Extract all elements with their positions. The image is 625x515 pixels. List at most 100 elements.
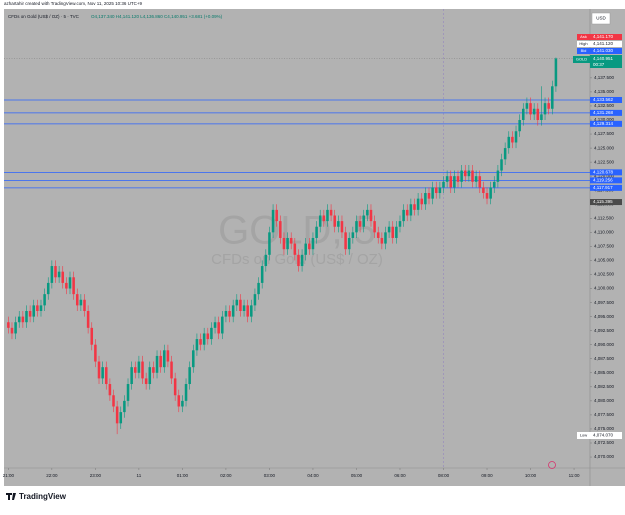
- candle-body: [257, 282, 260, 295]
- candle-body: [57, 271, 61, 278]
- high-label: High: [579, 41, 587, 46]
- candle-body: [155, 355, 159, 373]
- watermark-sub: CFDs on Gold (US$ / OZ): [211, 251, 383, 268]
- candle-body: [514, 131, 518, 143]
- candle-body: [21, 316, 25, 323]
- y-tick-label: 4,075.000: [594, 426, 615, 431]
- candle-body: [144, 378, 148, 385]
- y-tick-label: 4,132.500: [594, 103, 615, 108]
- candle-body: [119, 412, 123, 424]
- candle-body: [28, 310, 32, 317]
- candle-body: [434, 187, 438, 194]
- plot-area: [4, 9, 590, 468]
- x-tick-label: 11: [137, 473, 142, 478]
- level-tag: [590, 96, 622, 103]
- y-tick-label: 4,100.000: [594, 286, 615, 291]
- candle-body: [36, 305, 39, 311]
- candle-body: [25, 310, 28, 323]
- candle-body: [104, 367, 108, 385]
- candle-body: [14, 322, 17, 334]
- candle-body: [271, 209, 275, 233]
- level-label: 4,120.678: [593, 170, 614, 175]
- ask-tag: [577, 34, 590, 40]
- y-tick-label: 4,125.000: [594, 145, 615, 150]
- level-label: 4,131.268: [593, 110, 614, 115]
- candle-body: [391, 226, 395, 238]
- currency-button[interactable]: [591, 12, 611, 25]
- ohlc: O4,137.340 H4,141.120 L4,136.860 C4,140.…: [91, 14, 223, 19]
- y-tick-label: 4,107.500: [594, 244, 615, 249]
- candle-body: [260, 266, 264, 283]
- low-label: Low: [580, 433, 587, 438]
- candle-body: [463, 170, 467, 177]
- candle-body: [445, 176, 449, 182]
- candle-body: [500, 159, 503, 171]
- candle-body: [246, 305, 249, 317]
- candle-body: [210, 327, 213, 340]
- y-tick-label: 4,137.500: [594, 75, 615, 80]
- candle-body: [297, 254, 300, 267]
- candle-body: [94, 344, 97, 362]
- candle-body: [46, 282, 50, 295]
- bid-tag: [577, 48, 590, 54]
- low: 4,074.070: [593, 433, 614, 438]
- event-icon[interactable]: [548, 461, 556, 469]
- candle-body: [376, 232, 380, 238]
- candle-body: [192, 350, 195, 368]
- candle-body: [181, 400, 184, 407]
- candle-body: [456, 176, 460, 182]
- candle-body: [409, 204, 413, 216]
- candle-body: [529, 103, 532, 115]
- candle-body: [134, 367, 137, 373]
- x-tick-label: 23:00: [90, 473, 102, 478]
- symbol-tag: [573, 56, 590, 63]
- currency[interactable]: USD: [596, 16, 606, 21]
- candle-body: [405, 209, 409, 216]
- candle-body: [532, 108, 536, 115]
- y-tick-label: 4,090.000: [594, 342, 615, 347]
- candle-body: [424, 193, 427, 205]
- candle-body: [202, 333, 206, 345]
- candle-body: [101, 367, 104, 379]
- candle-body: [311, 237, 315, 250]
- candle-body: [148, 367, 152, 385]
- candle-body: [224, 310, 228, 317]
- candle-body: [39, 305, 43, 311]
- candle-body: [61, 271, 65, 283]
- time-scale: [4, 468, 625, 486]
- y-tick-label: 4,135.000: [594, 89, 615, 94]
- candle-body: [141, 361, 144, 379]
- candle-body: [279, 221, 282, 238]
- candle-body: [362, 215, 365, 227]
- low-tag: [577, 432, 590, 439]
- candle-body: [152, 367, 155, 373]
- marker-tag: [590, 199, 622, 206]
- candle-body: [163, 350, 166, 368]
- candle-body: [460, 170, 463, 182]
- x-tick-label: 22:00: [46, 473, 58, 478]
- ask: 4,141.170: [593, 34, 614, 39]
- x-tick-label: 06:00: [394, 473, 406, 478]
- candle-body: [282, 237, 286, 250]
- candle-body: [264, 254, 268, 267]
- candle-body: [188, 367, 191, 385]
- candle-body: [347, 237, 351, 250]
- high-box: [590, 41, 622, 47]
- candle-body: [322, 215, 326, 222]
- candle-body: [130, 367, 133, 385]
- candle-body: [485, 193, 489, 199]
- candle-body: [543, 103, 547, 115]
- candle-body: [518, 120, 521, 132]
- y-tick-label: 4,127.500: [594, 131, 615, 136]
- candle-body: [159, 355, 162, 368]
- ask-label: Ask: [580, 34, 587, 39]
- candle-body: [275, 209, 278, 222]
- candle-body: [416, 198, 420, 210]
- candle-body: [184, 384, 188, 401]
- candle-body: [511, 136, 514, 143]
- candle-body: [358, 221, 362, 227]
- candle-body: [90, 327, 94, 345]
- candle-body: [478, 176, 482, 188]
- candle-body: [489, 187, 492, 199]
- candle-body: [43, 294, 46, 306]
